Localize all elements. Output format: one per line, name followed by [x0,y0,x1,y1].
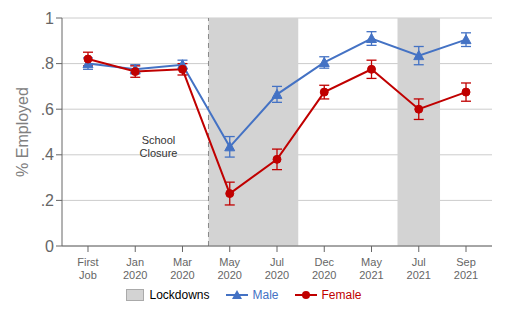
svg-text:.6: .6 [41,101,54,118]
svg-text:May2020: May2020 [218,256,242,281]
svg-text:.2: .2 [41,192,54,209]
svg-text:SchoolClosure: SchoolClosure [140,134,178,159]
svg-text:0: 0 [45,238,54,255]
svg-text:% Employed: % Employed [14,87,31,177]
html-text:Male: Male [252,288,279,302]
svg-text:Mar2020: Mar2020 [170,256,194,281]
svg-text:Sep2021: Sep2021 [454,256,478,281]
svg-text:May2021: May2021 [359,256,383,281]
svg-text:Dec2020: Dec2020 [312,256,336,281]
svg-text:1: 1 [45,10,54,27]
html-text:Female: Female [321,288,362,302]
html-text:Lockdowns: Lockdowns [149,288,210,302]
svg-text:.4: .4 [41,146,54,163]
svg-text:.8: .8 [41,55,54,72]
svg-text:Jan2020: Jan2020 [123,256,147,281]
svg-text:FirstJob: FirstJob [77,256,98,281]
svg-text:Jul2020: Jul2020 [265,256,289,281]
svg-text:Jul2021: Jul2021 [407,256,431,281]
